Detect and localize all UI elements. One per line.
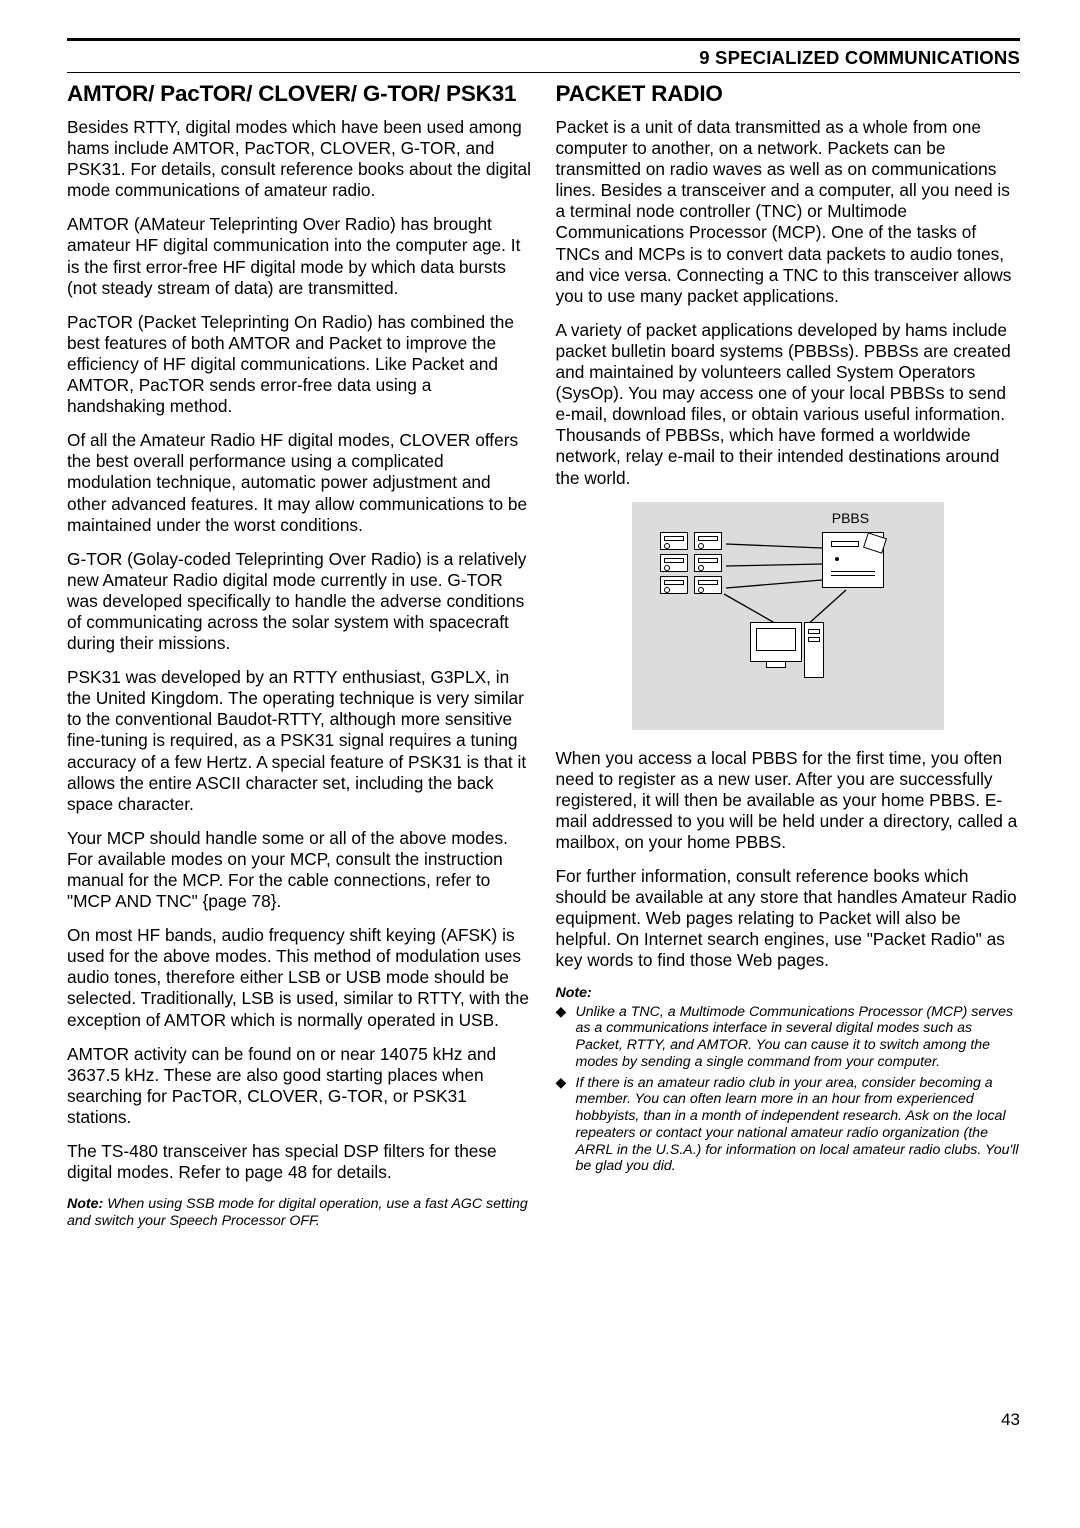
server-icon bbox=[660, 554, 688, 572]
columns: AMTOR/ PacTOR/ CLOVER/ G-TOR/ PSK31 Besi… bbox=[67, 81, 1020, 1240]
section-header: 9 SPECIALIZED COMMUNICATIONS bbox=[699, 47, 1020, 69]
mailbox-icon bbox=[822, 532, 884, 588]
servers-left bbox=[660, 532, 722, 594]
right-note-title: Note: bbox=[556, 985, 1021, 1001]
left-p7: Your MCP should handle some or all of th… bbox=[67, 828, 532, 912]
bullet-icon: ◆ bbox=[556, 1075, 576, 1176]
server-icon bbox=[694, 532, 722, 550]
right-note-list: ◆Unlike a TNC, a Multimode Communication… bbox=[556, 1004, 1021, 1176]
diagram-wrap: PBBS bbox=[556, 502, 1021, 730]
left-p6: PSK31 was developed by an RTTY enthusias… bbox=[67, 667, 532, 815]
left-p3: PacTOR (Packet Teleprinting On Radio) ha… bbox=[67, 312, 532, 417]
server-row-2 bbox=[660, 554, 722, 572]
server-icon bbox=[660, 576, 688, 594]
right-title: PACKET RADIO bbox=[556, 81, 1021, 107]
server-icon bbox=[660, 532, 688, 550]
top-rule bbox=[67, 38, 1020, 41]
left-note: Note: When using SSB mode for digital op… bbox=[67, 1196, 532, 1230]
left-column: AMTOR/ PacTOR/ CLOVER/ G-TOR/ PSK31 Besi… bbox=[67, 81, 532, 1240]
pbbs-diagram: PBBS bbox=[632, 502, 944, 730]
left-p1: Besides RTTY, digital modes which have b… bbox=[67, 117, 532, 201]
note-item-1: ◆Unlike a TNC, a Multimode Communication… bbox=[556, 1004, 1021, 1071]
page-number: 43 bbox=[67, 1410, 1020, 1430]
server-row-3 bbox=[660, 576, 722, 594]
note1-text: Unlike a TNC, a Multimode Communications… bbox=[576, 1004, 1021, 1071]
right-p3: When you access a local PBBS for the fir… bbox=[556, 748, 1021, 853]
left-p4: Of all the Amateur Radio HF digital mode… bbox=[67, 430, 532, 535]
computer-icon bbox=[750, 622, 802, 668]
right-p2: A variety of packet applications develop… bbox=[556, 320, 1021, 489]
left-p9: AMTOR activity can be found on or near 1… bbox=[67, 1044, 532, 1128]
left-note-body: When using SSB mode for digital operatio… bbox=[67, 1196, 528, 1229]
right-p1: Packet is a unit of data transmitted as … bbox=[556, 117, 1021, 307]
pbbs-label: PBBS bbox=[832, 510, 869, 526]
right-column: PACKET RADIO Packet is a unit of data tr… bbox=[556, 81, 1021, 1240]
server-row-1 bbox=[660, 532, 722, 550]
left-note-bold: Note: bbox=[67, 1196, 103, 1212]
section-header-row: 9 SPECIALIZED COMMUNICATIONS bbox=[67, 47, 1020, 73]
right-p4: For further information, consult referen… bbox=[556, 866, 1021, 971]
left-p2: AMTOR (AMateur Teleprinting Over Radio) … bbox=[67, 214, 532, 298]
left-title: AMTOR/ PacTOR/ CLOVER/ G-TOR/ PSK31 bbox=[67, 81, 532, 107]
server-icon bbox=[694, 576, 722, 594]
left-p10: The TS-480 transceiver has special DSP f… bbox=[67, 1141, 532, 1183]
note2-text: If there is an amateur radio club in you… bbox=[576, 1075, 1021, 1176]
bullet-icon: ◆ bbox=[556, 1004, 576, 1071]
left-p5: G-TOR (Golay-coded Teleprinting Over Rad… bbox=[67, 549, 532, 654]
left-p8: On most HF bands, audio frequency shift … bbox=[67, 925, 532, 1030]
note-item-2: ◆If there is an amateur radio club in yo… bbox=[556, 1075, 1021, 1176]
server-icon bbox=[694, 554, 722, 572]
